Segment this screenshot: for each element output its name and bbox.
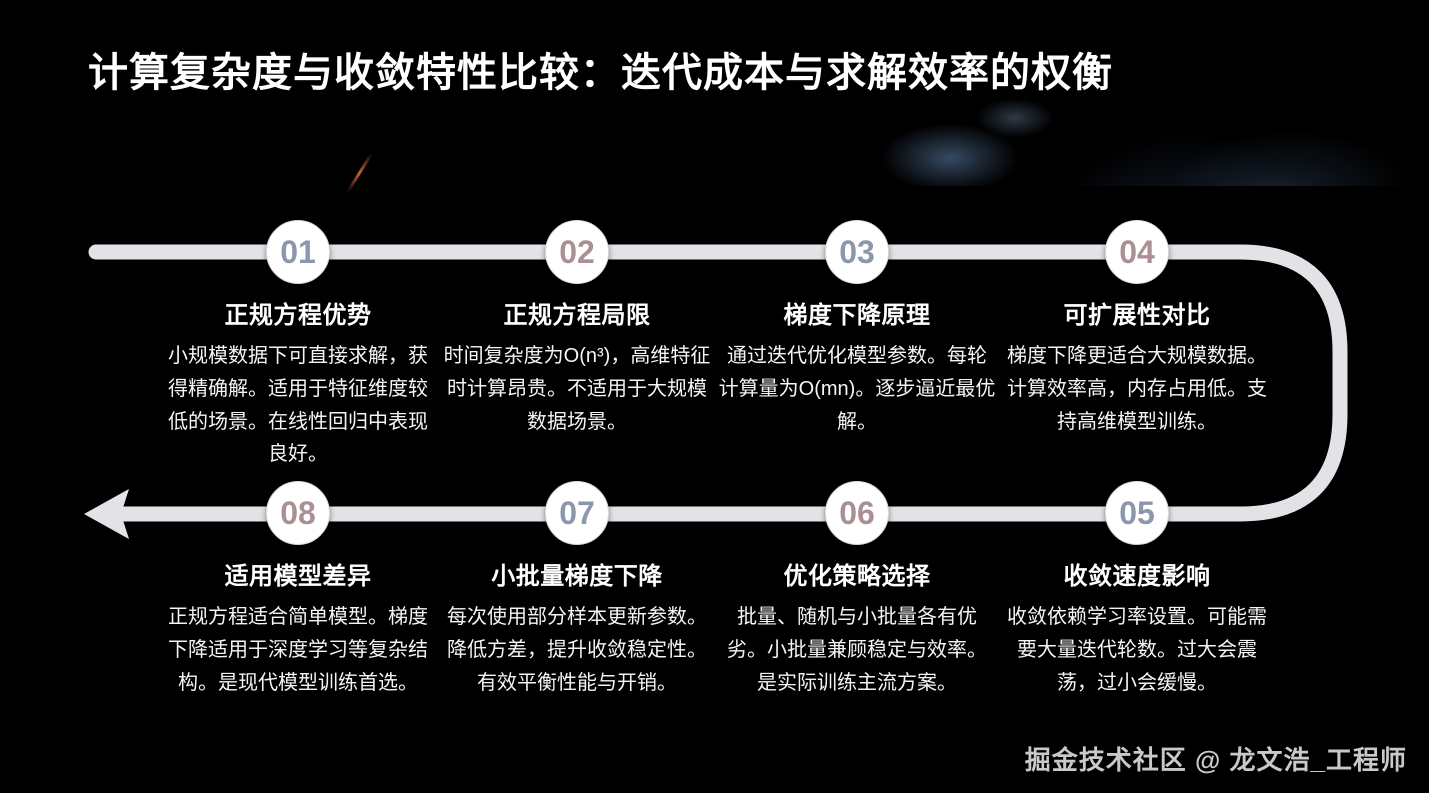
step-number-badge: 03 xyxy=(825,220,889,284)
page-title: 计算复杂度与收敛特性比较：迭代成本与求解效率的权衡 xyxy=(88,51,1113,95)
step-number-badge: 04 xyxy=(1105,220,1169,284)
step-number-badge: 02 xyxy=(545,220,609,284)
step-title: 优化策略选择 xyxy=(783,563,931,590)
step-number: 06 xyxy=(839,495,875,531)
step-description: 小规模数据下可直接求解，获得精确解。适用于特征维度较低的场景。在线性回归中表现良… xyxy=(168,345,428,466)
timeline-step-02: 02 正规方程局限 时间复杂度为O(n³)，高维特征时计算昂贵。不适用于大规模数… xyxy=(431,220,723,438)
arrowhead-left-icon xyxy=(84,489,129,539)
step-number: 02 xyxy=(559,234,595,270)
timeline-step-04: 04 可扩展性对比 梯度下降更适合大规模数据。计算效率高，内存占用低。支持高维模… xyxy=(991,220,1283,438)
step-number-badge: 06 xyxy=(825,481,889,545)
timeline-step-03: 03 梯度下降原理 通过迭代优化模型参数。每轮计算量为O(mn)。逐步逼近最优解… xyxy=(711,220,1003,438)
step-title: 正规方程优势 xyxy=(224,302,372,329)
timeline-step-08: 08 适用模型差异 正规方程适合简单模型。梯度下降适用于深度学习等复杂结构。是现… xyxy=(152,481,444,699)
step-number: 01 xyxy=(280,234,316,270)
watermark-credit: 掘金技术社区 @ 龙文浩_工程师 xyxy=(1024,745,1407,775)
step-title: 收敛速度影响 xyxy=(1063,563,1211,590)
step-description: 收敛依赖学习率设置。可能需要大量迭代轮数。过大会震荡，过小会缓慢。 xyxy=(1007,606,1267,694)
step-title: 小批量梯度下降 xyxy=(491,563,663,590)
step-title: 可扩展性对比 xyxy=(1063,302,1211,329)
step-number: 03 xyxy=(839,234,875,270)
step-number: 08 xyxy=(280,495,316,531)
step-number-badge: 01 xyxy=(266,220,330,284)
step-description: 时间复杂度为O(n³)，高维特征时计算昂贵。不适用于大规模数据场景。 xyxy=(443,345,711,433)
step-title: 梯度下降原理 xyxy=(783,302,931,329)
timeline-step-07: 07 小批量梯度下降 每次使用部分样本更新参数。降低方差，提升收敛稳定性。有效平… xyxy=(431,481,723,699)
step-number: 04 xyxy=(1119,234,1155,270)
step-title: 正规方程局限 xyxy=(503,302,651,329)
step-description: 批量、随机与小批量各有优劣。小批量兼顾稳定与效率。是实际训练主流方案。 xyxy=(727,606,987,694)
step-number-badge: 07 xyxy=(545,481,609,545)
step-number: 07 xyxy=(559,495,595,531)
step-number-badge: 05 xyxy=(1105,481,1169,545)
timeline-step-06: 06 优化策略选择 批量、随机与小批量各有优劣。小批量兼顾稳定与效率。是实际训练… xyxy=(711,481,1003,699)
hero-background-image xyxy=(0,0,1429,194)
step-description: 通过迭代优化模型参数。每轮计算量为O(mn)。逐步逼近最优解。 xyxy=(718,345,996,433)
step-description: 正规方程适合简单模型。梯度下降适用于深度学习等复杂结构。是现代模型训练首选。 xyxy=(168,606,428,694)
timeline-track xyxy=(88,244,1348,522)
timeline-step-05: 05 收敛速度影响 收敛依赖学习率设置。可能需要大量迭代轮数。过大会震荡，过小会… xyxy=(991,481,1283,699)
step-number-badge: 08 xyxy=(266,481,330,545)
step-description: 每次使用部分样本更新参数。降低方差，提升收敛稳定性。有效平衡性能与开销。 xyxy=(447,606,707,694)
step-description: 梯度下降更适合大规模数据。计算效率高，内存占用低。支持高维模型训练。 xyxy=(1007,345,1267,433)
step-title: 适用模型差异 xyxy=(224,563,372,590)
timeline-step-01: 01 正规方程优势 小规模数据下可直接求解，获得精确解。适用于特征维度较低的场景… xyxy=(152,220,444,471)
step-number: 05 xyxy=(1119,495,1155,531)
